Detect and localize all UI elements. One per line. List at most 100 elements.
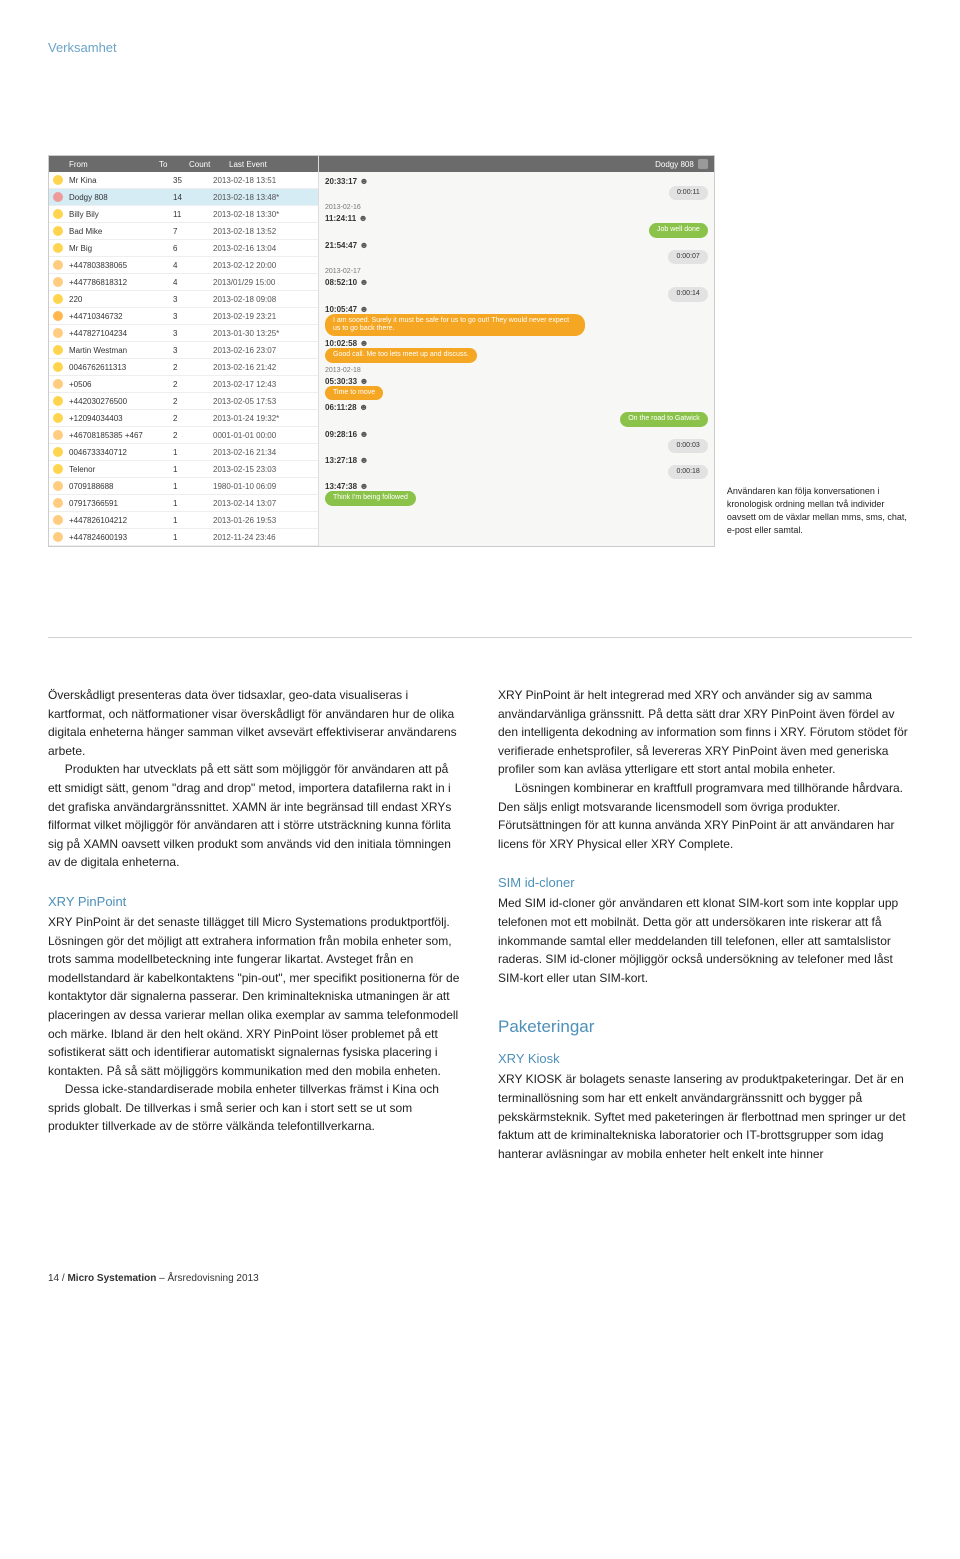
- cell-count: 3: [173, 329, 213, 338]
- message-row: 0:00:11: [325, 186, 708, 200]
- cell-from: Bad Mike: [69, 227, 143, 236]
- cell-from: 220: [69, 295, 143, 304]
- section-header: Verksamhet: [48, 40, 912, 55]
- table-row[interactable]: Billy Bily112013-02-18 13:30*: [49, 206, 318, 223]
- phone-icon: ☻: [359, 455, 368, 465]
- table-row[interactable]: Martin Westman32013-02-16 23:07: [49, 342, 318, 359]
- cell-from: +46708185385 +46761511513: [69, 431, 143, 440]
- cell-count: 1: [173, 533, 213, 542]
- cell-last: 2013-02-16 21:42: [213, 363, 314, 372]
- table-row[interactable]: +44782610421212013-01-26 19:53: [49, 512, 318, 529]
- table-row[interactable]: +44710346732 32013-02-19 23:21: [49, 308, 318, 325]
- status-dot: [53, 515, 63, 525]
- cell-count: 2: [173, 414, 213, 423]
- col-last: Last Event: [229, 160, 314, 169]
- cell-from: +44710346732: [69, 312, 143, 321]
- table-row[interactable]: Dodgy 808142013-02-18 13:48*: [49, 189, 318, 206]
- table-row[interactable]: Bad Mike 72013-02-18 13:52: [49, 223, 318, 240]
- para: Med SIM id-cloner gör användaren ett klo…: [498, 894, 912, 987]
- status-dot: [53, 294, 63, 304]
- status-dot: [53, 379, 63, 389]
- date-separator: 2013-02-18: [325, 367, 708, 374]
- timestamp: 20:33:17 ☻: [325, 176, 708, 186]
- message-row: 0:00:07: [325, 250, 708, 264]
- cell-from: +0506: [69, 380, 143, 389]
- cell-last: 2013-01-24 19:32*: [213, 414, 314, 423]
- cell-from: Telenor: [69, 465, 143, 474]
- para: Produkten har utvecklats på ett sätt som…: [48, 760, 462, 872]
- table-row[interactable]: 22032013-02-18 09:08: [49, 291, 318, 308]
- cell-count: 3: [173, 295, 213, 304]
- cell-count: 1: [173, 499, 213, 508]
- cell-count: 2: [173, 397, 213, 406]
- col-to: To: [159, 160, 189, 169]
- cell-last: 2013-02-16 13:04: [213, 244, 314, 253]
- status-dot: [53, 447, 63, 457]
- para: Dessa icke-standardiserade mobila enhete…: [48, 1080, 462, 1136]
- cell-count: 14: [173, 193, 213, 202]
- phone-icon: ☻: [359, 304, 368, 314]
- footer-title-bold: Micro Systemation: [67, 1273, 156, 1284]
- table-row[interactable]: 004676261131322013-02-16 21:42: [49, 359, 318, 376]
- phone-icon: ☻: [358, 213, 367, 223]
- cell-from: Mr Kina: [69, 176, 143, 185]
- cell-from: +12094034403: [69, 414, 143, 423]
- para: XRY KIOSK är bolagets senaste lansering …: [498, 1070, 912, 1163]
- cell-count: 2: [173, 380, 213, 389]
- status-dot: [53, 532, 63, 542]
- para: Lösningen kombinerar en kraftfull progra…: [498, 779, 912, 853]
- heading-sim: SIM id-cloner: [498, 875, 912, 890]
- table-row[interactable]: +44203027650022013-02-05 17:53: [49, 393, 318, 410]
- cell-last: 2013-02-14 13:07: [213, 499, 314, 508]
- message-bubble: 0:00:07: [668, 250, 707, 264]
- table-row[interactable]: Telenor12013-02-15 23:03: [49, 461, 318, 478]
- para: XRY PinPoint är helt integrerad med XRY …: [498, 686, 912, 779]
- message-row: On the road to Gatwick: [325, 412, 708, 426]
- conversation-thread: Dodgy 808 20:33:17 ☻0:00:112013-02-1611:…: [319, 156, 714, 546]
- table-row[interactable]: Mr Big62013-02-16 13:04: [49, 240, 318, 257]
- message-row: 0:00:03: [325, 439, 708, 453]
- status-dot: [53, 243, 63, 253]
- message-row: Think I'm being followed: [325, 491, 708, 505]
- table-row[interactable]: +44778681831242013/01/29 15:00: [49, 274, 318, 291]
- cell-last: 2013-01-30 13:25*: [213, 329, 314, 338]
- message-bubble: On the road to Gatwick: [620, 412, 708, 426]
- message-bubble: Think I'm being followed: [325, 491, 416, 505]
- cell-last: 2013-02-19 23:21: [213, 312, 314, 321]
- cell-count: 3: [173, 312, 213, 321]
- status-dot: [53, 192, 63, 202]
- status-dot: [53, 277, 63, 287]
- cell-count: 7: [173, 227, 213, 236]
- table-row[interactable]: +12094034403 22013-01-24 19:32*: [49, 410, 318, 427]
- date-separator: 2013-02-16: [325, 204, 708, 211]
- table-row[interactable]: +44780383806542013-02-12 20:00: [49, 257, 318, 274]
- table-row[interactable]: 004673334071212013-02-16 21:34: [49, 444, 318, 461]
- table-row[interactable]: +46708185385 +4676151151320001-01-01 00:…: [49, 427, 318, 444]
- status-dot: [53, 345, 63, 355]
- avatar-icon: [698, 159, 708, 169]
- cell-last: 2013-02-18 13:52: [213, 227, 314, 236]
- message-bubble: Job well done: [649, 223, 708, 237]
- cell-last: 2013-02-18 13:48*: [213, 193, 314, 202]
- cell-count: 4: [173, 278, 213, 287]
- cell-from: 0046762611313: [69, 363, 143, 372]
- cell-count: 4: [173, 261, 213, 270]
- table-row[interactable]: 0791736659112013-02-14 13:07: [49, 495, 318, 512]
- cell-count: 6: [173, 244, 213, 253]
- table-row[interactable]: +44782710423432013-01-30 13:25*: [49, 325, 318, 342]
- table-row[interactable]: 070918868811980-01-10 06:09: [49, 478, 318, 495]
- message-row: Good call. Me too lets meet up and discu…: [325, 348, 708, 362]
- heading-pinpoint: XRY PinPoint: [48, 894, 462, 909]
- cell-last: 1980-01-10 06:09: [213, 482, 314, 491]
- timestamp: 05:30:33 ☻: [325, 376, 708, 386]
- table-row[interactable]: Mr Kina352013-02-18 13:51: [49, 172, 318, 189]
- table-row[interactable]: +050622013-02-17 12:43: [49, 376, 318, 393]
- cell-count: 1: [173, 465, 213, 474]
- cell-from: +447803838065: [69, 261, 143, 270]
- status-dot: [53, 328, 63, 338]
- timestamp: 11:24:11 ☻: [325, 213, 708, 223]
- table-row[interactable]: +44782460019312012-11-24 23:46: [49, 529, 318, 546]
- status-dot: [53, 498, 63, 508]
- cell-count: 3: [173, 346, 213, 355]
- message-bubble: Time to move: [325, 386, 383, 400]
